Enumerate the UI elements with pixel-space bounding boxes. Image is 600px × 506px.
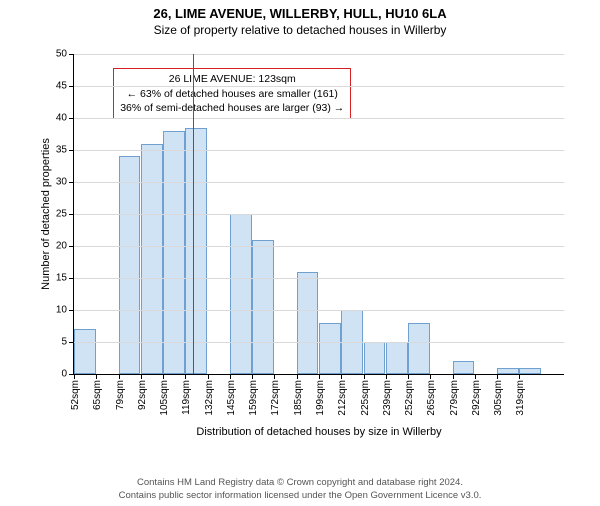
chart-container: Number of detached properties Distributi… [45, 54, 575, 404]
y-tick-label: 15 [56, 273, 74, 284]
x-tick-label: 132sqm [204, 380, 215, 416]
plot-area: Number of detached properties Distributi… [73, 54, 564, 375]
x-tick-label: 185sqm [293, 380, 304, 416]
x-tick-label: 199sqm [315, 380, 326, 416]
x-tick-label: 265sqm [426, 380, 437, 416]
annotation-line: 26 LIME AVENUE: 123sqm [120, 72, 344, 86]
x-tick-label: 79sqm [115, 380, 126, 410]
footer-attribution: Contains HM Land Registry data © Crown c… [119, 477, 482, 502]
y-tick-label: 40 [56, 113, 74, 124]
grid-line [74, 182, 564, 183]
x-tick-label: 105sqm [159, 380, 170, 416]
x-tick [96, 374, 97, 379]
x-tick [119, 374, 120, 379]
x-tick [297, 374, 298, 379]
footer-line-1: Contains HM Land Registry data © Crown c… [119, 477, 482, 489]
grid-line [74, 278, 564, 279]
x-tick-label: 292sqm [471, 380, 482, 416]
x-tick [497, 374, 498, 379]
x-tick [274, 374, 275, 379]
grid-line [74, 118, 564, 119]
bar [453, 361, 475, 374]
y-tick-label: 50 [56, 49, 74, 60]
y-tick-label: 30 [56, 177, 74, 188]
y-axis-label: Number of detached properties [40, 138, 52, 290]
grid-line [74, 54, 564, 55]
x-tick-label: 252sqm [404, 380, 415, 416]
x-tick [319, 374, 320, 379]
y-tick-label: 45 [56, 81, 74, 92]
grid-line [74, 86, 564, 87]
y-tick-label: 20 [56, 241, 74, 252]
x-tick-label: 319sqm [515, 380, 526, 416]
bar [141, 144, 163, 374]
x-tick [386, 374, 387, 379]
bar [497, 368, 519, 374]
x-tick-label: 119sqm [181, 380, 192, 415]
page-title-main: 26, LIME AVENUE, WILLERBY, HULL, HU10 6L… [0, 6, 600, 21]
x-tick [208, 374, 209, 379]
x-tick [519, 374, 520, 379]
x-tick [230, 374, 231, 379]
grid-line [74, 246, 564, 247]
annotation-line: ← 63% of detached houses are smaller (16… [120, 87, 344, 101]
x-tick-label: 145sqm [226, 380, 237, 416]
y-tick-label: 0 [61, 369, 74, 380]
x-tick [408, 374, 409, 379]
x-tick [74, 374, 75, 379]
bar [386, 342, 408, 374]
annotation-line: 36% of semi-detached houses are larger (… [120, 101, 344, 115]
grid-line [74, 150, 564, 151]
x-tick-label: 52sqm [70, 380, 81, 410]
x-tick-label: 225sqm [360, 380, 371, 416]
x-tick-label: 92sqm [137, 380, 148, 410]
x-tick-label: 212sqm [337, 380, 348, 416]
y-tick-label: 25 [56, 209, 74, 220]
x-tick [364, 374, 365, 379]
x-tick [185, 374, 186, 379]
page-title-sub: Size of property relative to detached ho… [0, 23, 600, 37]
bar [364, 342, 386, 374]
reference-line [193, 54, 194, 374]
grid-line [74, 342, 564, 343]
x-tick-label: 159sqm [248, 380, 259, 416]
x-axis-label: Distribution of detached houses by size … [196, 426, 441, 438]
x-tick-label: 279sqm [449, 380, 460, 416]
x-tick [252, 374, 253, 379]
bar [319, 323, 341, 374]
annotation-box: 26 LIME AVENUE: 123sqm← 63% of detached … [113, 68, 351, 119]
bar [252, 240, 274, 374]
y-tick-label: 10 [56, 305, 74, 316]
y-tick-label: 35 [56, 145, 74, 156]
footer-line-2: Contains public sector information licen… [119, 490, 482, 502]
x-tick-label: 65sqm [92, 380, 103, 410]
x-tick-label: 239sqm [382, 380, 393, 416]
bar [74, 329, 96, 374]
x-tick [341, 374, 342, 379]
x-tick [141, 374, 142, 379]
x-tick [453, 374, 454, 379]
x-tick [430, 374, 431, 379]
y-tick-label: 5 [61, 337, 74, 348]
bar [519, 368, 541, 374]
bar [408, 323, 430, 374]
bar [230, 214, 252, 374]
bar [163, 131, 185, 374]
x-tick-label: 305sqm [493, 380, 504, 416]
bar [297, 272, 319, 374]
grid-line [74, 310, 564, 311]
x-tick [475, 374, 476, 379]
x-tick-label: 172sqm [270, 380, 281, 416]
grid-line [74, 214, 564, 215]
x-tick [163, 374, 164, 379]
bar [185, 128, 207, 374]
